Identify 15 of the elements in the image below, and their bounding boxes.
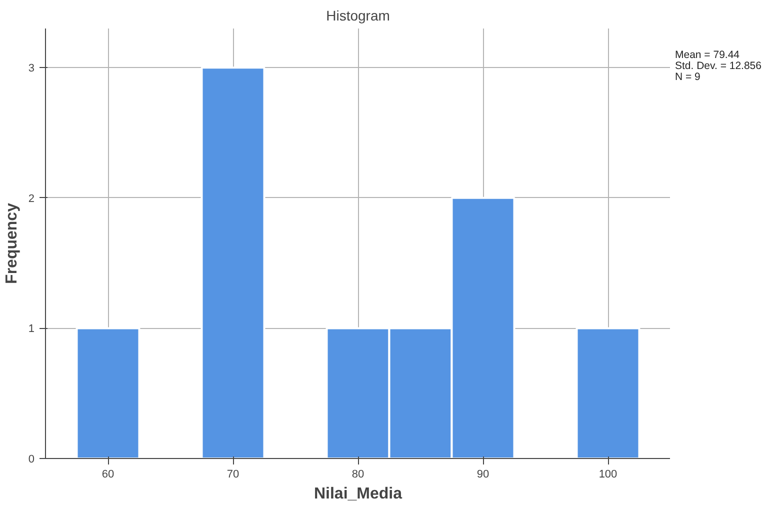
x-axis-title: Nilai_Media <box>314 486 402 502</box>
x-tick-label: 80 <box>352 468 364 480</box>
y-axis-title: Frequency <box>3 202 20 284</box>
text: Mean = 79.44 <box>675 49 740 61</box>
y-tick-label: 0 <box>28 454 35 466</box>
text: Std. Dev. = 12.856 <box>675 60 762 72</box>
chart-title: Histogram <box>326 8 390 24</box>
text: N = 9 <box>675 71 700 83</box>
y-tick-label: 2 <box>28 192 35 205</box>
y-tick-label: 1 <box>28 323 35 336</box>
x-tick-label: 60 <box>102 468 114 480</box>
x-tick-label: 90 <box>476 468 490 480</box>
x-tick-label: 70 <box>226 468 240 480</box>
y-tick-label: 3 <box>28 62 35 75</box>
x-tick-label: 100 <box>598 468 618 480</box>
